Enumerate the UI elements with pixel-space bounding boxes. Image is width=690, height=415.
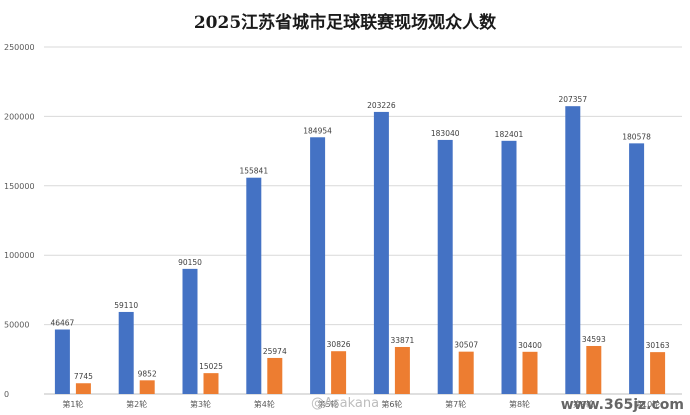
- y-tick-label: 50000: [4, 321, 29, 330]
- data-label: 90150: [178, 258, 202, 267]
- bar-series-2: [203, 373, 219, 394]
- data-label: 30826: [327, 340, 351, 349]
- bar-series-1: [437, 139, 453, 394]
- bar-series-2: [458, 351, 474, 394]
- x-tick-label: 第6轮: [381, 399, 402, 409]
- bar-series-1: [565, 106, 581, 395]
- data-label: 203226: [367, 101, 396, 110]
- y-tick-label: 250000: [4, 43, 35, 52]
- bar-series-1: [310, 137, 326, 394]
- data-label: 7745: [74, 372, 93, 381]
- y-tick-label: 0: [4, 390, 9, 399]
- data-label: 9852: [138, 369, 157, 378]
- bar-series-2: [267, 357, 283, 394]
- bar-series-1: [54, 329, 70, 394]
- data-label: 59110: [114, 301, 138, 310]
- x-tick-label: 第10轮: [634, 399, 660, 409]
- bar-series-2: [331, 351, 347, 394]
- data-label: 34593: [582, 335, 606, 344]
- data-label: 180578: [622, 132, 651, 141]
- y-tick-label: 200000: [4, 112, 35, 121]
- watermark-text: @Asakana: [311, 396, 379, 411]
- data-label: 30400: [518, 341, 542, 350]
- data-label: 184954: [303, 126, 332, 135]
- y-tick-label: 100000: [4, 251, 35, 260]
- bar-series-1: [182, 268, 198, 394]
- x-tick-label: 第2轮: [126, 399, 147, 409]
- bar-series-2: [139, 380, 155, 394]
- data-label: 155841: [239, 167, 268, 176]
- bar-series-2: [650, 352, 666, 394]
- x-tick-label: 第1轮: [62, 399, 83, 409]
- data-label: 25974: [263, 347, 287, 356]
- x-tick-label: 第5轮: [318, 399, 339, 409]
- bar-series-1: [501, 140, 517, 394]
- bar-series-1: [246, 177, 262, 394]
- y-tick-label: 150000: [4, 182, 35, 191]
- data-label: 182401: [495, 130, 524, 139]
- data-label: 15025: [199, 362, 223, 371]
- bar-series-2: [522, 351, 538, 394]
- x-tick-label: 第4轮: [254, 399, 275, 409]
- bar-series-1: [373, 111, 389, 395]
- chart-title: 2025江苏省城市足球联赛现场观众人数: [193, 13, 497, 33]
- bar-series-2: [75, 383, 91, 394]
- x-tick-label: 第8轮: [509, 399, 530, 409]
- data-label: 207357: [558, 95, 587, 104]
- data-label: 33871: [390, 336, 414, 345]
- x-tick-label: 第7轮: [445, 399, 466, 409]
- bar-series-2: [586, 345, 602, 394]
- x-tick-label: 第3轮: [190, 399, 211, 409]
- bar-series-2: [394, 346, 410, 394]
- bar-series-1: [629, 143, 645, 394]
- data-label: 30163: [646, 341, 670, 350]
- data-label: 30507: [454, 341, 478, 350]
- data-label: 46467: [50, 319, 74, 328]
- site-watermark: www.365jz.com: [561, 397, 684, 413]
- x-tick-label: 第9轮: [573, 399, 594, 409]
- bar-series-1: [118, 311, 134, 394]
- data-label: 183040: [431, 129, 460, 138]
